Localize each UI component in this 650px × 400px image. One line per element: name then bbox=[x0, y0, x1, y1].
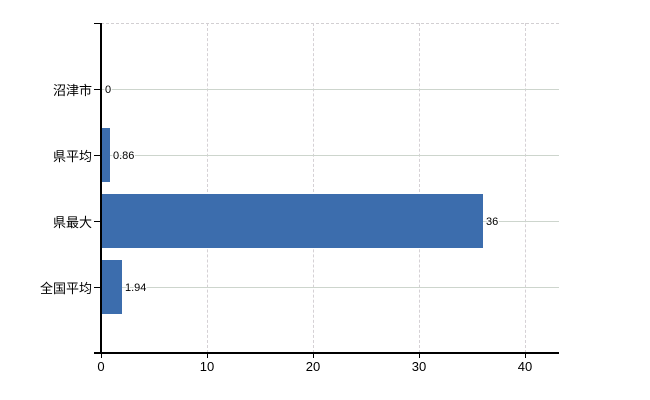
bar bbox=[102, 194, 483, 248]
category-label: 全国平均 bbox=[39, 281, 92, 296]
bar bbox=[102, 260, 122, 314]
category-label: 県平均 bbox=[52, 149, 92, 164]
horizontal-gridline bbox=[102, 89, 559, 90]
x-axis-line bbox=[94, 352, 559, 354]
x-axis-tick bbox=[419, 354, 420, 358]
category-label: 沼津市 bbox=[52, 83, 92, 98]
x-tick-label: 10 bbox=[199, 359, 215, 374]
value-label: 1.94 bbox=[125, 282, 147, 294]
x-axis-tick bbox=[207, 354, 208, 358]
vertical-gridline bbox=[419, 23, 420, 353]
y-axis-tick bbox=[94, 155, 100, 156]
x-tick-label: 0 bbox=[97, 359, 105, 374]
value-label: 0.86 bbox=[113, 150, 135, 162]
x-tick-label: 40 bbox=[517, 359, 533, 374]
y-axis-tick bbox=[94, 287, 100, 288]
vertical-gridline bbox=[207, 23, 208, 353]
x-tick-label: 20 bbox=[305, 359, 321, 374]
x-axis-tick bbox=[101, 354, 102, 358]
y-axis-line bbox=[100, 23, 102, 354]
vertical-gridline bbox=[525, 23, 526, 353]
x-tick-label: 30 bbox=[411, 359, 427, 374]
value-label: 36 bbox=[486, 216, 499, 228]
category-label: 県最大 bbox=[52, 215, 92, 230]
value-label: 0 bbox=[105, 84, 112, 96]
bar bbox=[102, 128, 110, 182]
x-axis-tick bbox=[313, 354, 314, 358]
horizontal-gridline bbox=[102, 287, 559, 288]
vertical-gridline bbox=[313, 23, 314, 353]
y-axis-end-tick bbox=[94, 23, 100, 24]
y-axis-tick bbox=[94, 89, 100, 90]
horizontal-gridline bbox=[102, 155, 559, 156]
x-axis-tick bbox=[525, 354, 526, 358]
y-axis-tick bbox=[94, 221, 100, 222]
plot-top-border bbox=[101, 23, 559, 24]
